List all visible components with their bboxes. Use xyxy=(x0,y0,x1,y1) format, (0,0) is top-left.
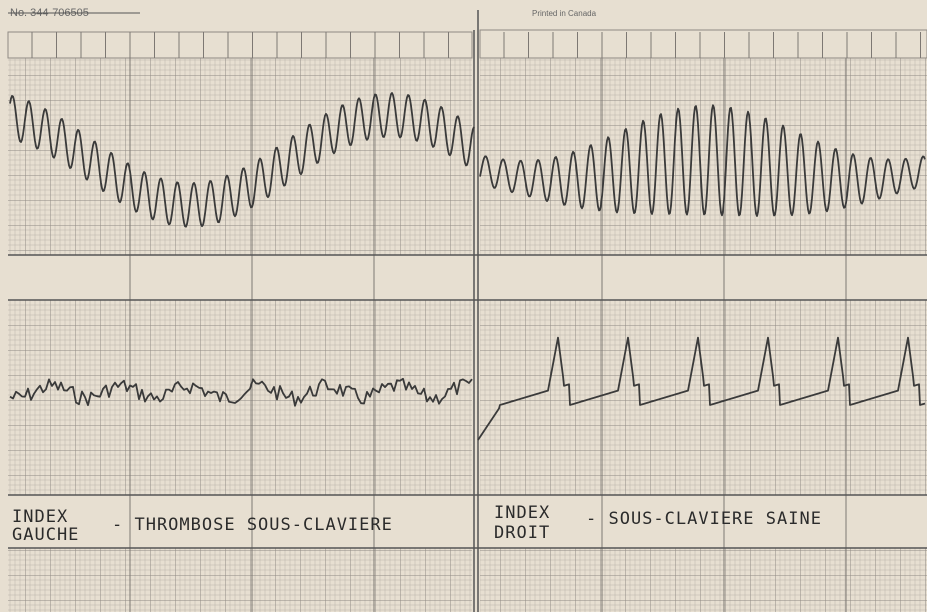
label-right-line2: DROIT xyxy=(494,523,550,543)
grid-upper-left xyxy=(8,58,472,255)
page: Plethysmography recording {"header": {"s… xyxy=(0,0,927,612)
recording: No. 344-706505 Printed in Canada INDEX G… xyxy=(0,0,927,612)
grid-lower-left xyxy=(8,300,472,495)
printer-note: Printed in Canada xyxy=(532,9,597,18)
label-left-line2: GAUCHE xyxy=(12,525,79,545)
label-right-rest: - SOUS-CLAVIERE SAINE xyxy=(586,509,822,529)
label-right-line1: INDEX xyxy=(494,503,550,523)
grid-lower-right xyxy=(480,300,927,495)
body: No. 344-706505 Printed in Canada INDEX G… xyxy=(0,0,927,612)
label-left-line1: INDEX xyxy=(12,507,68,527)
grid-bottom-right xyxy=(480,548,927,612)
grid-upper-right xyxy=(480,58,927,255)
grid-bottom-left xyxy=(8,548,472,612)
label-left-rest: - THROMBOSE SOUS-CLAVIERE xyxy=(112,515,393,535)
